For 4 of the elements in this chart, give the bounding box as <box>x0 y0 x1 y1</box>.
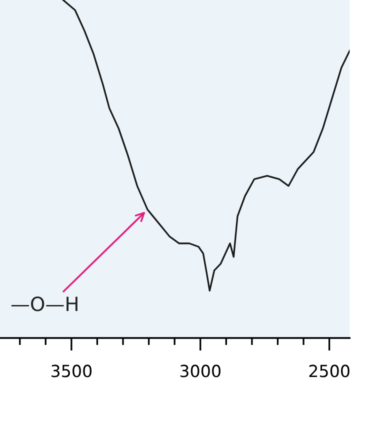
x-tick-label: 3500 <box>51 364 92 378</box>
x-tick-label: 2500 <box>309 364 350 378</box>
annotation: —O—H <box>11 296 78 312</box>
x-tick-label: 3000 <box>180 364 220 378</box>
